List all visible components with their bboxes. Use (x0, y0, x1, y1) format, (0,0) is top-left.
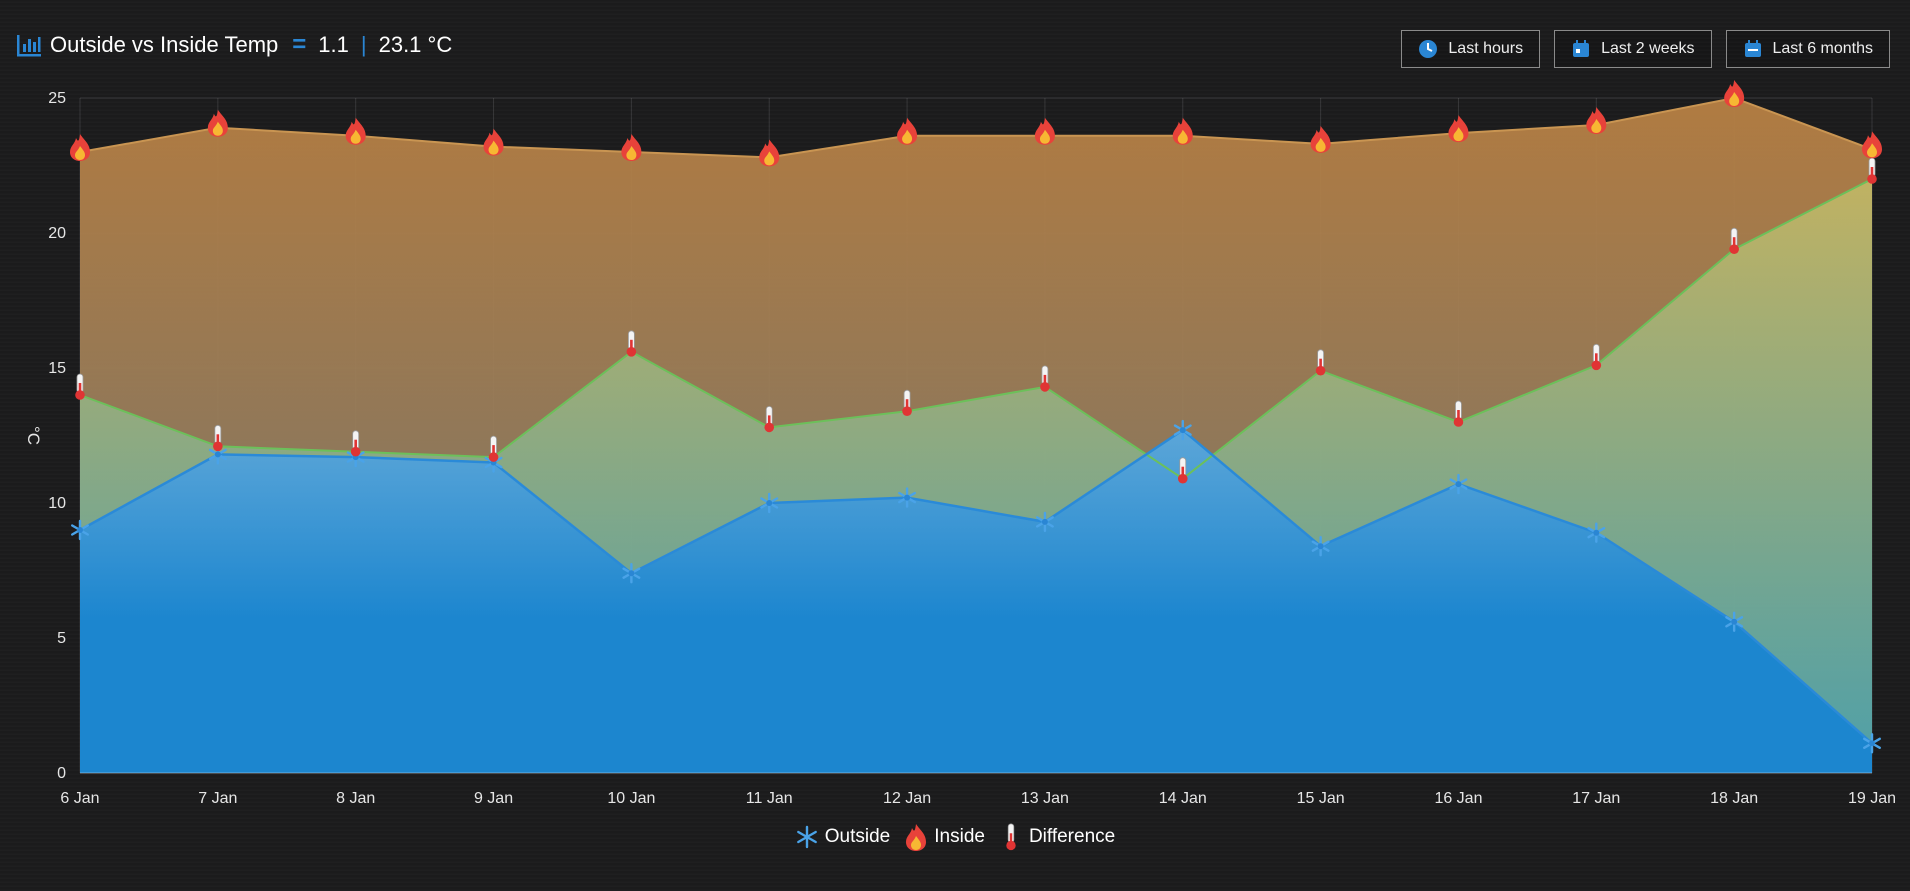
difference-point (213, 424, 223, 452)
x-tick-label: 17 Jan (1572, 790, 1620, 807)
difference-point (764, 405, 775, 433)
inside-point (207, 109, 228, 137)
x-tick-label: 10 Jan (607, 790, 655, 807)
inside-point (70, 134, 90, 161)
last-hours-button[interactable]: Last hours (1401, 30, 1541, 68)
difference-line (79, 178, 1873, 480)
chart-header: Outside vs Inside Temp = 1.1 | 23.1 °C (16, 28, 452, 62)
outside-point (1311, 536, 1330, 557)
x-tick-label: 9 Jan (474, 790, 513, 807)
last-2-weeks-button[interactable]: Last 2 weeks (1554, 30, 1712, 68)
inside-point (483, 128, 504, 156)
legend-item-inside[interactable]: Inside (904, 822, 985, 852)
chart-title: Outside vs Inside Temp (50, 32, 279, 57)
inside-line (79, 96, 1873, 159)
difference-point (1591, 343, 1602, 371)
last-2-weeks-label: Last 2 weeks (1601, 40, 1695, 57)
calendar-icon (1573, 40, 1590, 57)
inside-point (1724, 80, 1745, 107)
x-tick-label: 13 Jan (1021, 790, 1069, 807)
x-tick-label: 16 Jan (1434, 790, 1482, 807)
inside-point (897, 117, 918, 145)
y-tick-label: 15 (48, 360, 66, 377)
thermometer-icon (1006, 823, 1016, 851)
x-tick-label: 7 Jan (198, 790, 237, 807)
outside-line (79, 428, 1873, 745)
inside-point (1034, 117, 1055, 145)
difference-point (350, 430, 361, 457)
chart-lines (79, 96, 1873, 745)
outside-point (1725, 611, 1744, 632)
x-tick-label: 11 Jan (746, 790, 793, 807)
outside-point (1173, 419, 1192, 441)
x-tick-label: 8 Jan (336, 790, 375, 807)
outside-point (898, 487, 917, 508)
last-6-months-button[interactable]: Last 6 months (1725, 30, 1890, 68)
difference-point (626, 330, 637, 357)
x-tick-label: 19 Jan (1848, 790, 1896, 807)
difference-point (1453, 400, 1464, 427)
inside-point (1586, 107, 1607, 134)
value-separator: | (360, 32, 367, 57)
inside-point (1172, 117, 1193, 145)
y-axis-label: °C (24, 426, 43, 445)
chart-legend: Outside Inside Difference (0, 822, 1910, 852)
difference-point (75, 373, 85, 400)
outside-point (1449, 473, 1468, 495)
legend-item-outside[interactable]: Outside (795, 822, 890, 852)
y-tick-label: 25 (48, 90, 66, 107)
inside-point (1862, 131, 1882, 159)
equals-icon: = (292, 31, 307, 58)
outside-current-value: 1.1 (318, 32, 349, 57)
x-tick-label: 6 Jan (60, 790, 99, 807)
legend-item-difference[interactable]: Difference (999, 822, 1115, 852)
clock-icon (1419, 40, 1438, 58)
temperature-chart: 0 5 10 15 20 25 6 Jan 7 Jan 8 Jan 9 Jan 10 Jan 11 J… (24, 80, 1896, 807)
legend-label-inside: Inside (934, 826, 985, 847)
outside-point (71, 519, 89, 541)
difference-point (1177, 457, 1188, 484)
x-tick-label: 15 Jan (1297, 790, 1345, 807)
last-hours-label: Last hours (1448, 40, 1524, 57)
snowflake-icon (796, 825, 817, 849)
difference-point (488, 435, 499, 462)
outside-point (760, 492, 779, 514)
chart-markers (70, 80, 1882, 754)
outside-point (1035, 511, 1054, 533)
last-6-months-label: Last 6 months (1772, 40, 1874, 57)
inside-point (759, 139, 780, 167)
outside-point (208, 444, 227, 465)
outside-point (1587, 522, 1606, 543)
outside-point (622, 563, 641, 584)
inside-point (621, 134, 642, 161)
y-tick-label: 10 (48, 495, 66, 512)
y-tick-label: 5 (57, 630, 66, 647)
difference-point (1867, 157, 1877, 184)
difference-point (1315, 349, 1326, 376)
y-tick-label: 0 (57, 765, 66, 782)
difference-point (1040, 365, 1050, 392)
fire-icon (906, 824, 927, 851)
calendar-icon (1744, 40, 1761, 57)
y-tick-label: 20 (48, 225, 66, 242)
outside-area (80, 430, 1872, 773)
legend-label-outside: Outside (824, 826, 891, 847)
inside-point (1448, 115, 1469, 143)
x-tick-label: 12 Jan (883, 790, 931, 807)
x-tick-label: 18 Jan (1710, 790, 1758, 807)
range-buttons: Last hours Last 2 weeks Last 6 months (1401, 30, 1890, 68)
inside-point (345, 117, 366, 145)
difference-point (902, 389, 912, 416)
chart-areas (80, 98, 1872, 773)
outside-point (1863, 733, 1881, 754)
inside-point (1310, 125, 1331, 153)
x-tick-label: 14 Jan (1159, 790, 1207, 807)
legend-label-difference: Difference (1028, 826, 1116, 847)
bar-chart-icon (17, 35, 41, 57)
inside-current-value: 23.1 °C (378, 32, 453, 57)
chart-axes: 0 5 10 15 20 25 6 Jan 7 Jan 8 Jan 9 Jan 10 Jan 11 J… (24, 90, 1896, 807)
difference-point (1729, 227, 1739, 254)
